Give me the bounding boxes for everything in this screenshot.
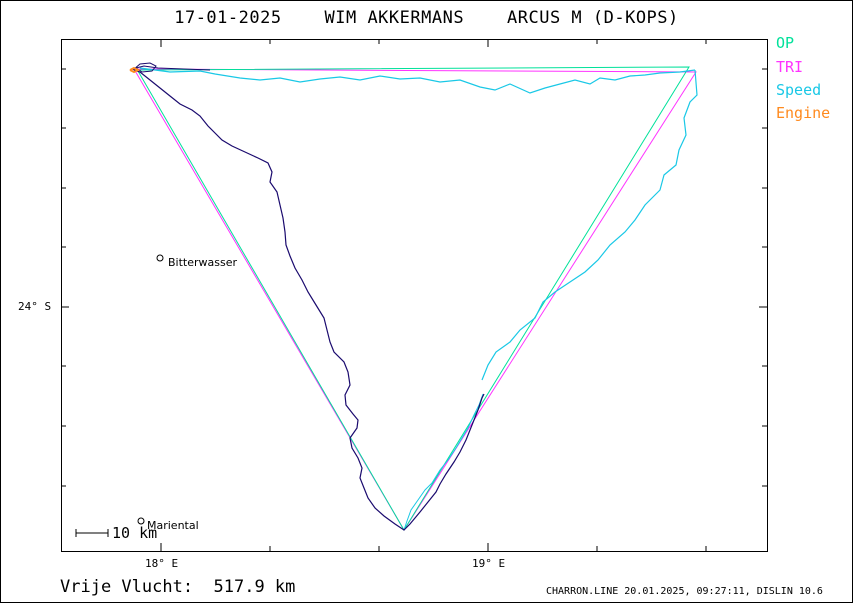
lon-label-18: 18° E (145, 557, 179, 570)
legend-op: OP (776, 34, 795, 52)
speed-track-north (139, 67, 696, 94)
op-triangle (136, 66, 690, 531)
generator-info: CHARRON.LINE 20.01.2025, 09:27:11, DISLI… (546, 586, 823, 597)
legend-tri: TRI (776, 58, 804, 76)
distance-summary: Vrije Vlucht: 517.9 km (60, 577, 296, 597)
lat-label: 24° S (18, 300, 52, 313)
scale-bar-label: 10 km (112, 524, 158, 542)
engine-segment (129, 66, 141, 74)
place-label-mariental: Mariental (147, 519, 199, 532)
flight-title: 17-01-2025 WIM AKKERMANS ARCUS M (D-KOPS… (174, 8, 679, 28)
place-label-bitterwasser: Bitterwasser (168, 256, 238, 269)
mariental-marker (137, 517, 145, 525)
flight-track (133, 69, 485, 531)
scale-bar (75, 529, 109, 537)
legend-engine: Engine (776, 104, 831, 122)
speed-track-east (481, 69, 698, 381)
axis-ticks (61, 39, 767, 551)
tri-triangle (133, 68, 697, 531)
bitterwasser-marker (156, 254, 164, 262)
start-loops (132, 62, 211, 73)
map-plot-area (61, 39, 768, 552)
speed-track-south (403, 393, 484, 531)
lon-label-19: 19° E (472, 557, 506, 570)
legend-speed: Speed (776, 81, 822, 99)
